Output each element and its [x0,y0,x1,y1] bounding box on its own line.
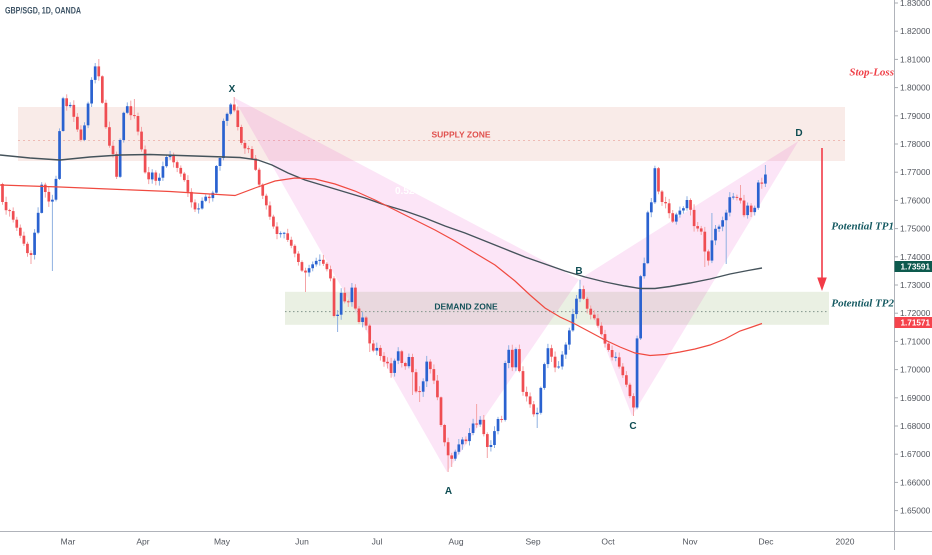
svg-text:1.66000: 1.66000 [900,477,931,487]
svg-text:1.69000: 1.69000 [900,393,931,403]
svg-text:GBP/SGD, 1D, OANDA: GBP/SGD, 1D, OANDA [5,6,81,17]
svg-text:Jun: Jun [295,537,309,547]
svg-text:Mar: Mar [61,537,76,547]
svg-text:0.52: 0.52 [395,186,415,197]
svg-text:1.79000: 1.79000 [900,111,931,121]
svg-text:1.75000: 1.75000 [900,224,931,234]
svg-text:May: May [214,537,231,547]
svg-text:1.73591: 1.73591 [901,262,931,272]
svg-text:1.74000: 1.74000 [900,252,931,262]
svg-text:1.80000: 1.80000 [900,83,931,93]
svg-text:Jul: Jul [372,537,383,547]
svg-text:Oct: Oct [601,537,615,547]
svg-text:Apr: Apr [136,537,149,547]
svg-text:C: C [629,421,636,432]
svg-text:1.71571: 1.71571 [901,318,931,328]
svg-text:1.83000: 1.83000 [900,0,931,8]
svg-text:1.82000: 1.82000 [900,26,931,36]
svg-text:1.65000: 1.65000 [900,506,931,516]
svg-text:2020: 2020 [836,537,855,547]
svg-text:SUPPLY ZONE: SUPPLY ZONE [431,130,490,140]
svg-text:1.81000: 1.81000 [900,54,931,64]
svg-text:Stop-Loss: Stop-Loss [849,67,894,79]
svg-text:1.73000: 1.73000 [900,280,931,290]
svg-text:D: D [795,128,802,139]
svg-text:DEMAND ZONE: DEMAND ZONE [434,301,498,311]
svg-text:Potential TP1: Potential TP1 [831,221,894,233]
svg-text:Dec: Dec [758,537,774,547]
svg-text:Nov: Nov [682,537,698,547]
svg-text:Potential TP2: Potential TP2 [831,298,894,310]
svg-text:1.70000: 1.70000 [900,365,931,375]
svg-text:Aug: Aug [448,537,463,547]
svg-text:1.67000: 1.67000 [900,449,931,459]
svg-text:1.78000: 1.78000 [900,139,931,149]
svg-text:Sep: Sep [525,537,540,547]
svg-text:X: X [229,84,236,95]
svg-text:B: B [575,266,582,277]
svg-text:A: A [445,486,452,497]
svg-text:1.71000: 1.71000 [900,336,931,346]
svg-text:1.77000: 1.77000 [900,167,931,177]
svg-text:1.76000: 1.76000 [900,195,931,205]
svg-text:1.68000: 1.68000 [900,421,931,431]
